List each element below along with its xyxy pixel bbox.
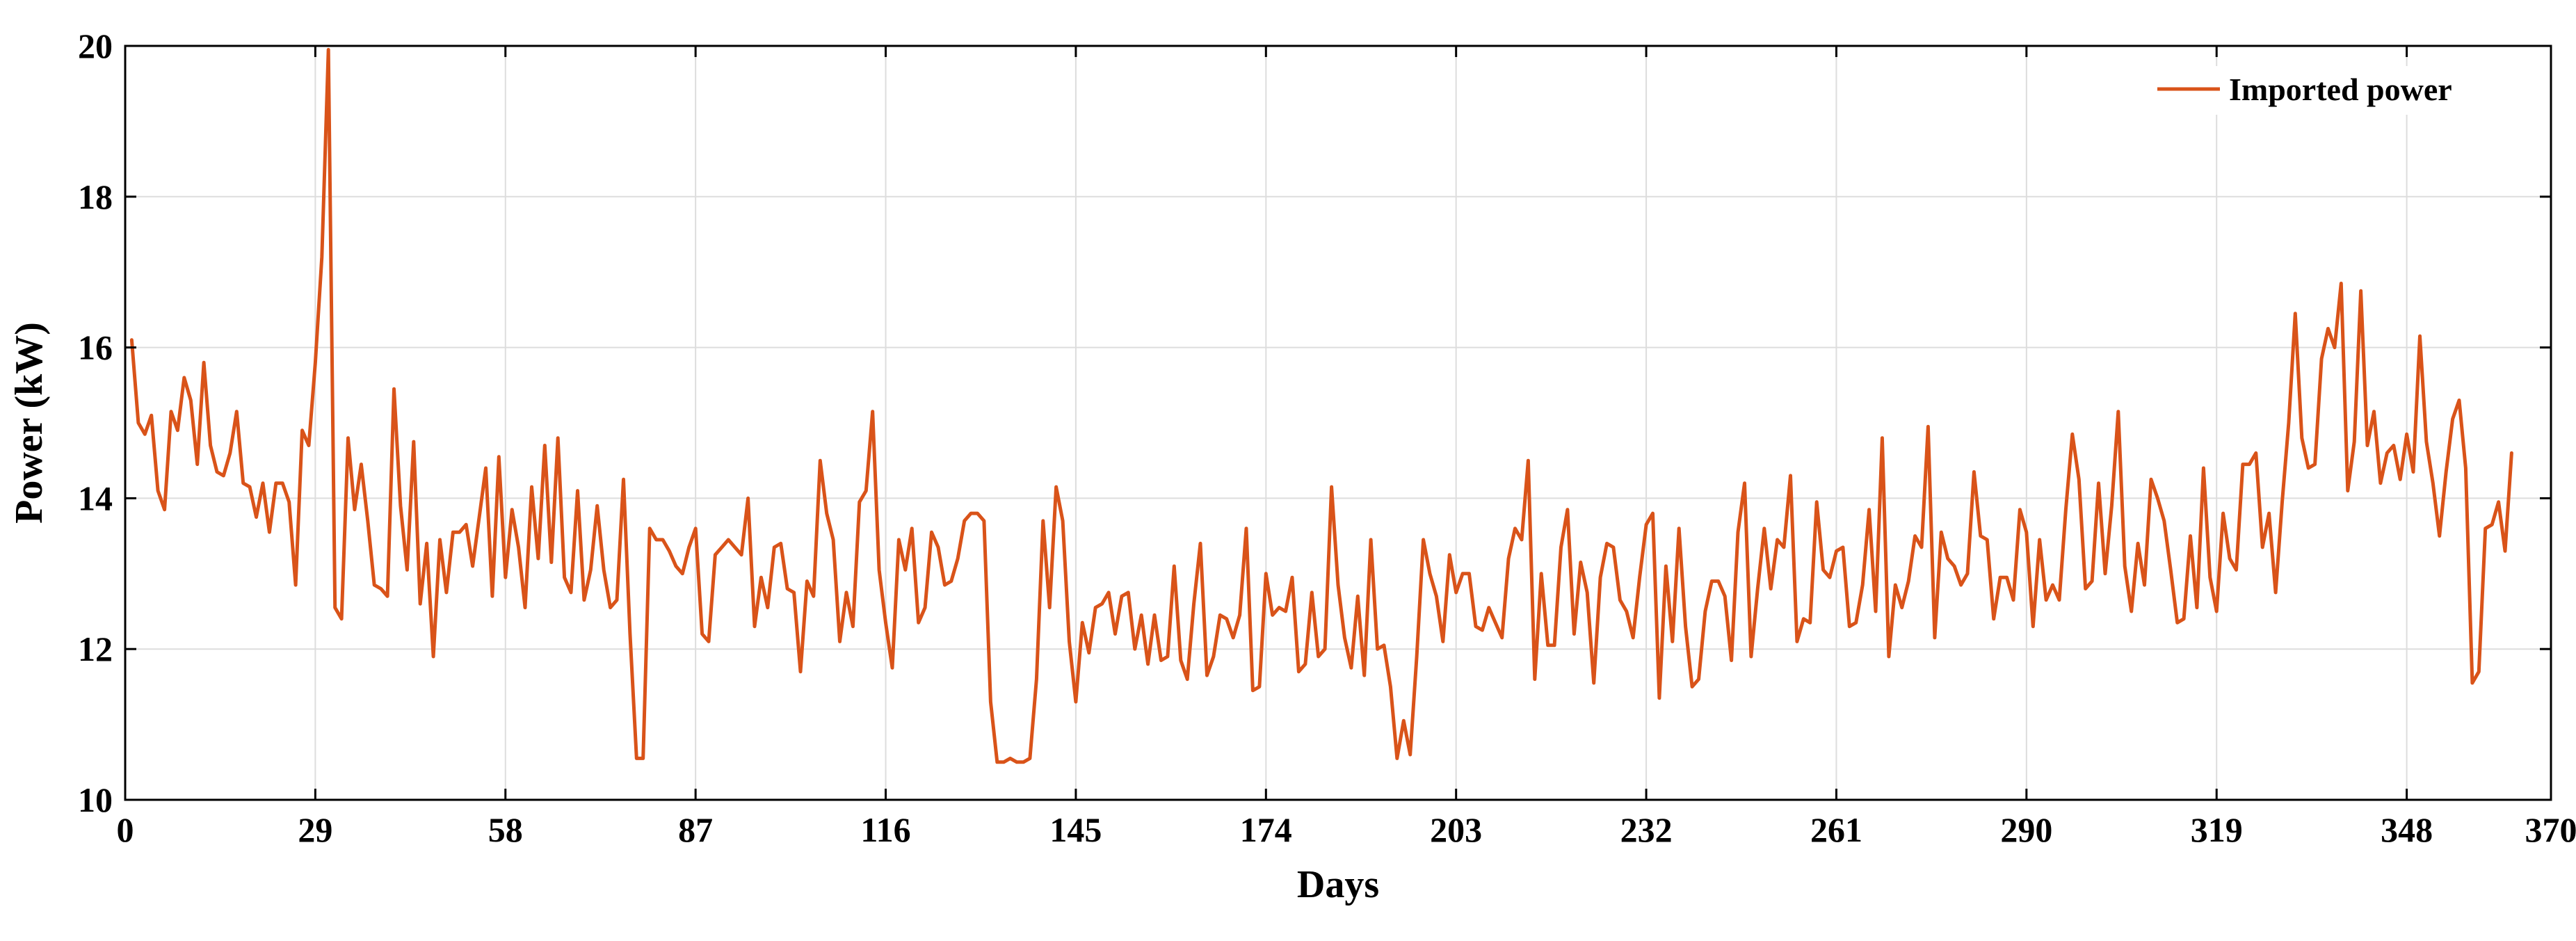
y-tick-label: 20 — [78, 26, 113, 65]
x-tick-label: 174 — [1240, 810, 1292, 849]
y-tick-label: 12 — [78, 629, 113, 668]
x-tick-labels: 0 29 58 87 116 145 174 203 232 261 290 319 348 370 — [117, 810, 2576, 849]
y-tick-label: 14 — [78, 478, 113, 517]
x-tick-label: 261 — [1810, 810, 1862, 849]
x-tick-label: 370 — [2525, 810, 2576, 849]
x-tick-label: 58 — [488, 810, 523, 849]
x-tick-label: 145 — [1049, 810, 1102, 849]
x-tick-label: 87 — [678, 810, 713, 849]
plot-frame — [124, 45, 2552, 801]
x-axis-title: Days — [1297, 863, 1379, 906]
x-tick-label: 232 — [1620, 810, 1673, 849]
x-tick-label: 203 — [1430, 810, 1482, 849]
axis-ticks — [124, 45, 2552, 801]
legend-label-imported-power: Imported power — [2229, 72, 2452, 107]
x-tick-label: 29 — [298, 810, 332, 849]
series-group — [129, 47, 2513, 764]
y-tick-label: 18 — [78, 177, 113, 216]
x-tick-label: 290 — [2000, 810, 2052, 849]
x-tick-label: 319 — [2191, 810, 2243, 849]
y-tick-label: 10 — [78, 780, 113, 819]
y-tick-labels: 10 12 14 16 18 20 — [78, 26, 113, 819]
y-tick-label: 16 — [78, 328, 113, 367]
plot-area — [125, 46, 2551, 800]
legend: Imported power — [2146, 66, 2535, 115]
x-tick-label: 0 — [117, 810, 134, 849]
y-axis-title: Power (kW) — [8, 322, 51, 524]
grid-lines — [125, 46, 2551, 800]
x-tick-label: 348 — [2381, 810, 2433, 849]
series-line-0 — [129, 47, 2513, 764]
x-tick-label: 116 — [860, 810, 910, 849]
